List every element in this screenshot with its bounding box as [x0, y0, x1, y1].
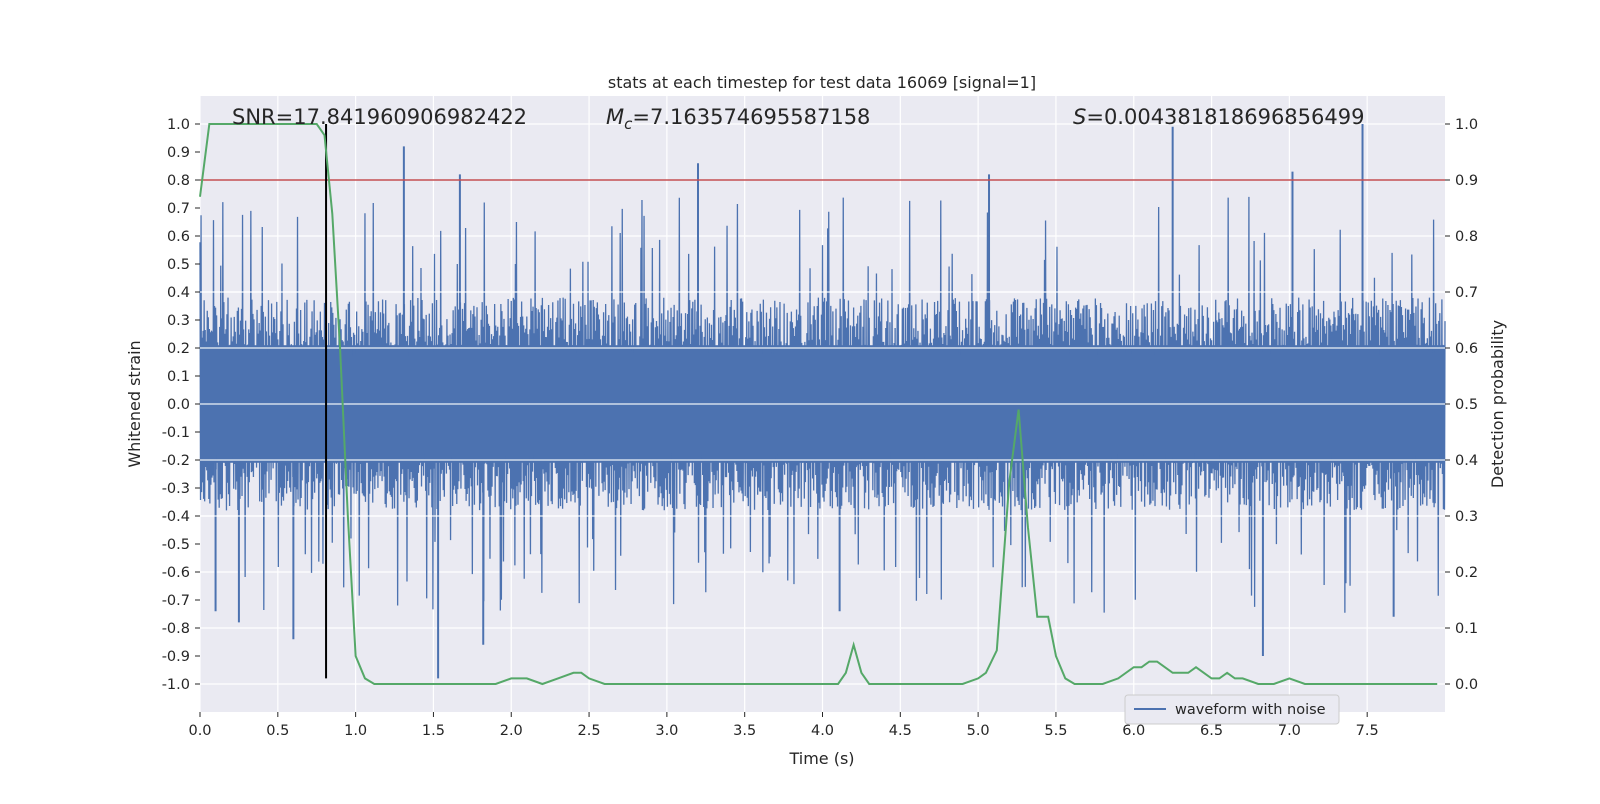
y-tick-label-left: 0.8 — [167, 173, 190, 189]
y-tick-label-left: -1.0 — [162, 677, 190, 693]
x-tick-label: 7.5 — [1356, 723, 1379, 739]
x-tick-label: 5.5 — [1044, 723, 1067, 739]
y-tick-label-right: 0.0 — [1455, 677, 1478, 693]
y-tick-label-left: 0.7 — [167, 201, 190, 217]
x-tick-label: 6.0 — [1122, 723, 1145, 739]
y-tick-label-right: 0.3 — [1455, 509, 1478, 525]
x-tick-label: 2.0 — [500, 723, 523, 739]
y-tick-label-right: 0.9 — [1455, 173, 1478, 189]
x-tick-label: 0.5 — [266, 723, 289, 739]
x-tick-label: 1.0 — [344, 723, 367, 739]
x-tick-label: 4.5 — [889, 723, 912, 739]
legend-label-waveform: waveform with noise — [1175, 702, 1326, 718]
snr-annotation: SNR=17.841960906982422 — [232, 105, 527, 129]
y-tick-label-left: -0.1 — [162, 425, 190, 441]
y-tick-label-right: 1.0 — [1455, 117, 1478, 133]
probability-line — [199, 123, 1438, 686]
y-tick-label-right: 0.2 — [1455, 565, 1478, 581]
y-tick-label-left: 1.0 — [167, 117, 190, 133]
y-tick-label-left: 0.2 — [167, 341, 190, 357]
y-tick-label-right: 0.1 — [1455, 621, 1478, 637]
x-tick-label: 3.5 — [733, 723, 756, 739]
y-tick-label-right: 0.6 — [1455, 341, 1478, 357]
y-tick-label-left: -0.3 — [162, 481, 190, 497]
x-tick-label: 0.0 — [188, 723, 211, 739]
legend: waveform with noise — [1124, 694, 1340, 725]
y-tick-label-left: 0.4 — [167, 285, 190, 301]
chirp-mass-value: =7.163574695587158 — [632, 105, 870, 129]
s-annotation: S=0.004381818696856499 — [1073, 105, 1364, 129]
ticks: 0.0 0.5 1.0 1.5 2.0 2.5 3.0 3.5 4.0 4.5 5.0 5.5 6.0 6… — [162, 117, 1478, 739]
y-tick-label-left: -0.2 — [162, 453, 190, 469]
chart-title: stats at each timestep for test data 160… — [608, 73, 1036, 92]
waveform-series — [199, 124, 1446, 679]
legend-box — [1124, 694, 1340, 725]
x-tick-label: 3.0 — [655, 723, 678, 739]
y-tick-label-left: -0.6 — [162, 565, 190, 581]
y-axis-label-right: Detection probability — [1488, 320, 1507, 488]
x-tick-label: 1.5 — [422, 723, 445, 739]
y-tick-label-left: 0.6 — [167, 229, 190, 245]
y-tick-label-left: 0.9 — [167, 145, 190, 161]
x-tick-label: 2.5 — [578, 723, 601, 739]
waveform-trace — [199, 196, 1446, 613]
chirp-mass-symbol: M — [606, 105, 624, 129]
x-tick-label: 4.0 — [811, 723, 834, 739]
y-tick-label-left: 0.3 — [167, 313, 190, 329]
y-tick-label-left: -0.8 — [162, 621, 190, 637]
x-tick-label: 6.5 — [1200, 723, 1223, 739]
y-tick-label-left: 0.5 — [167, 257, 190, 273]
y-tick-label-right: 0.4 — [1455, 453, 1478, 469]
y-tick-label-right: 0.5 — [1455, 397, 1478, 413]
y-tick-label-left: 0.1 — [167, 369, 190, 385]
s-value: =0.004381818696856499 — [1086, 105, 1364, 129]
y-tick-label-left: -0.5 — [162, 537, 190, 553]
chirp-mass-subscript: c — [624, 115, 633, 133]
y-tick-label-right: 0.7 — [1455, 285, 1478, 301]
x-axis-label: Time (s) — [788, 749, 854, 768]
y-tick-label-left: -0.7 — [162, 593, 190, 609]
x-tick-label: 7.0 — [1278, 723, 1301, 739]
y-tick-label-left: 0.0 — [167, 397, 190, 413]
probability-series — [199, 123, 1438, 686]
y-tick-label-left: -0.4 — [162, 509, 190, 525]
y-axis-label-left: Whitened strain — [125, 340, 144, 467]
s-symbol: S — [1073, 105, 1086, 129]
y-tick-label-right: 0.8 — [1455, 229, 1478, 245]
y-tick-label-left: -0.9 — [162, 649, 190, 665]
chirp-mass-annotation: Mc=7.163574695587158 — [606, 105, 870, 133]
x-tick-label: 5.0 — [967, 723, 990, 739]
